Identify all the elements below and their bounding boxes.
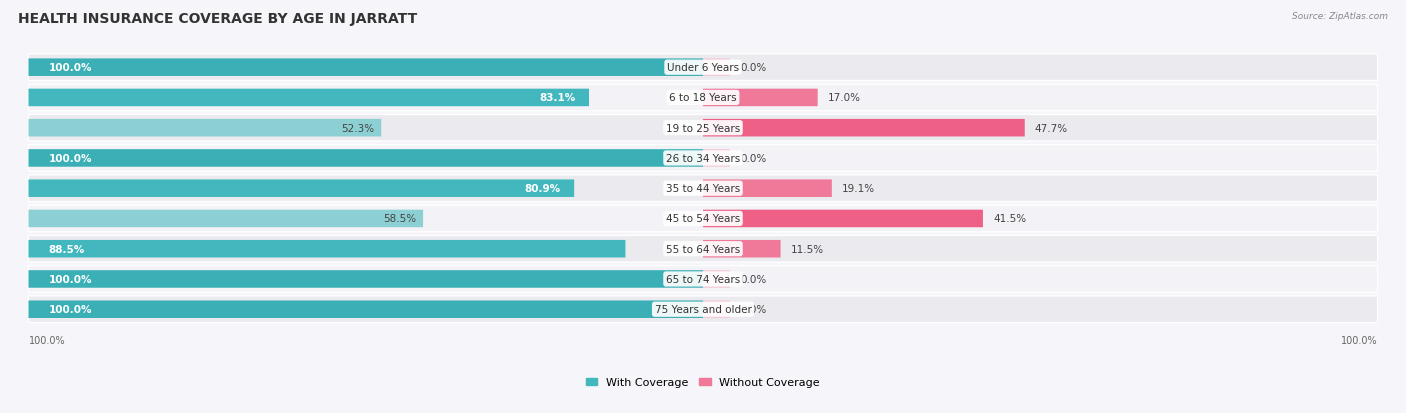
- Legend: With Coverage, Without Coverage: With Coverage, Without Coverage: [582, 373, 824, 392]
- Text: 100.0%: 100.0%: [49, 274, 93, 284]
- FancyBboxPatch shape: [703, 240, 780, 258]
- Text: Under 6 Years: Under 6 Years: [666, 63, 740, 73]
- Text: 52.3%: 52.3%: [342, 123, 374, 133]
- FancyBboxPatch shape: [28, 145, 1378, 172]
- FancyBboxPatch shape: [28, 90, 589, 107]
- Text: 65 to 74 Years: 65 to 74 Years: [666, 274, 740, 284]
- Text: 75 Years and older: 75 Years and older: [655, 304, 751, 314]
- Text: 0.0%: 0.0%: [740, 154, 766, 164]
- Text: 45 to 54 Years: 45 to 54 Years: [666, 214, 740, 224]
- FancyBboxPatch shape: [28, 236, 1378, 262]
- Text: 26 to 34 Years: 26 to 34 Years: [666, 154, 740, 164]
- FancyBboxPatch shape: [28, 59, 703, 77]
- FancyBboxPatch shape: [28, 85, 1378, 112]
- Text: 11.5%: 11.5%: [790, 244, 824, 254]
- FancyBboxPatch shape: [703, 120, 1025, 137]
- FancyBboxPatch shape: [28, 206, 1378, 232]
- Text: HEALTH INSURANCE COVERAGE BY AGE IN JARRATT: HEALTH INSURANCE COVERAGE BY AGE IN JARR…: [18, 12, 418, 26]
- FancyBboxPatch shape: [28, 55, 1378, 81]
- FancyBboxPatch shape: [28, 180, 574, 197]
- Text: 0.0%: 0.0%: [740, 274, 766, 284]
- Text: 80.9%: 80.9%: [524, 184, 561, 194]
- FancyBboxPatch shape: [28, 120, 381, 137]
- Text: 19 to 25 Years: 19 to 25 Years: [666, 123, 740, 133]
- FancyBboxPatch shape: [28, 115, 1378, 142]
- FancyBboxPatch shape: [28, 240, 626, 258]
- Text: 55 to 64 Years: 55 to 64 Years: [666, 244, 740, 254]
- Text: 88.5%: 88.5%: [49, 244, 84, 254]
- Text: 35 to 44 Years: 35 to 44 Years: [666, 184, 740, 194]
- FancyBboxPatch shape: [28, 271, 703, 288]
- FancyBboxPatch shape: [703, 90, 818, 107]
- Text: 58.5%: 58.5%: [384, 214, 416, 224]
- Text: 0.0%: 0.0%: [740, 63, 766, 73]
- Text: 100.0%: 100.0%: [1341, 335, 1378, 345]
- FancyBboxPatch shape: [703, 150, 730, 167]
- Text: 6 to 18 Years: 6 to 18 Years: [669, 93, 737, 103]
- Text: 100.0%: 100.0%: [28, 335, 65, 345]
- Text: 41.5%: 41.5%: [993, 214, 1026, 224]
- FancyBboxPatch shape: [703, 301, 730, 318]
- Text: 47.7%: 47.7%: [1035, 123, 1069, 133]
- FancyBboxPatch shape: [703, 59, 730, 77]
- FancyBboxPatch shape: [703, 180, 832, 197]
- FancyBboxPatch shape: [28, 301, 703, 318]
- FancyBboxPatch shape: [28, 176, 1378, 202]
- FancyBboxPatch shape: [703, 210, 983, 228]
- Text: 100.0%: 100.0%: [49, 304, 93, 314]
- Text: Source: ZipAtlas.com: Source: ZipAtlas.com: [1292, 12, 1388, 21]
- FancyBboxPatch shape: [28, 266, 1378, 292]
- Text: 83.1%: 83.1%: [540, 93, 575, 103]
- FancyBboxPatch shape: [28, 296, 1378, 323]
- FancyBboxPatch shape: [703, 271, 730, 288]
- Text: 100.0%: 100.0%: [49, 63, 93, 73]
- Text: 0.0%: 0.0%: [740, 304, 766, 314]
- FancyBboxPatch shape: [28, 150, 703, 167]
- Text: 100.0%: 100.0%: [49, 154, 93, 164]
- Text: 19.1%: 19.1%: [842, 184, 875, 194]
- Text: 17.0%: 17.0%: [828, 93, 860, 103]
- FancyBboxPatch shape: [28, 210, 423, 228]
